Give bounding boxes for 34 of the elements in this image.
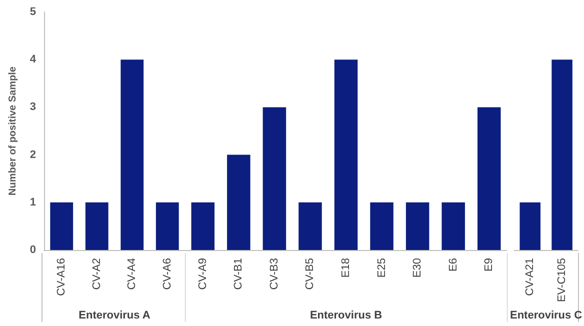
y-tick-label: 2 bbox=[30, 148, 36, 161]
bar bbox=[262, 107, 286, 250]
x-tick-label: E30 bbox=[411, 258, 424, 278]
bar bbox=[191, 202, 214, 250]
x-tick-label: CV-A2 bbox=[90, 258, 103, 290]
bar bbox=[298, 202, 322, 250]
x-axis-title: Enterovirus B bbox=[310, 310, 382, 322]
bar bbox=[370, 202, 394, 250]
x-tick-label: CV-B1 bbox=[232, 258, 245, 290]
x-axis-title: Enterovirus A bbox=[78, 310, 150, 322]
y-tick-label: 3 bbox=[30, 101, 36, 114]
y-tick-label: 4 bbox=[30, 54, 37, 66]
x-tick-label: CV-B3 bbox=[268, 258, 280, 290]
x-tick-label: E18 bbox=[340, 258, 352, 278]
x-axis-title: Enterovirus C bbox=[510, 310, 582, 322]
bar bbox=[226, 154, 250, 250]
x-tick-label: E25 bbox=[376, 258, 388, 278]
x-tick-label: CV-A21 bbox=[524, 258, 536, 296]
x-tick-label: E6 bbox=[447, 258, 460, 272]
x-tick-label: CV-A9 bbox=[196, 258, 209, 290]
bar bbox=[334, 60, 358, 250]
x-tick-label: CV-A6 bbox=[161, 258, 174, 290]
bar bbox=[406, 202, 430, 250]
y-axis-title: Number of positive Sample bbox=[8, 66, 18, 196]
x-tick-label: E9 bbox=[483, 258, 496, 272]
x-tick-label: EV-C105 bbox=[556, 258, 568, 302]
x-tick-label: CV-A4 bbox=[126, 258, 138, 290]
x-tick-label: CV-B5 bbox=[304, 258, 316, 290]
y-tick-label: 0 bbox=[30, 244, 36, 256]
bar bbox=[442, 202, 465, 250]
y-tick-label: 1 bbox=[30, 196, 36, 208]
bar bbox=[477, 107, 501, 250]
y-tick-label: 5 bbox=[30, 6, 36, 18]
x-tick-label: CV-A16 bbox=[56, 258, 68, 296]
